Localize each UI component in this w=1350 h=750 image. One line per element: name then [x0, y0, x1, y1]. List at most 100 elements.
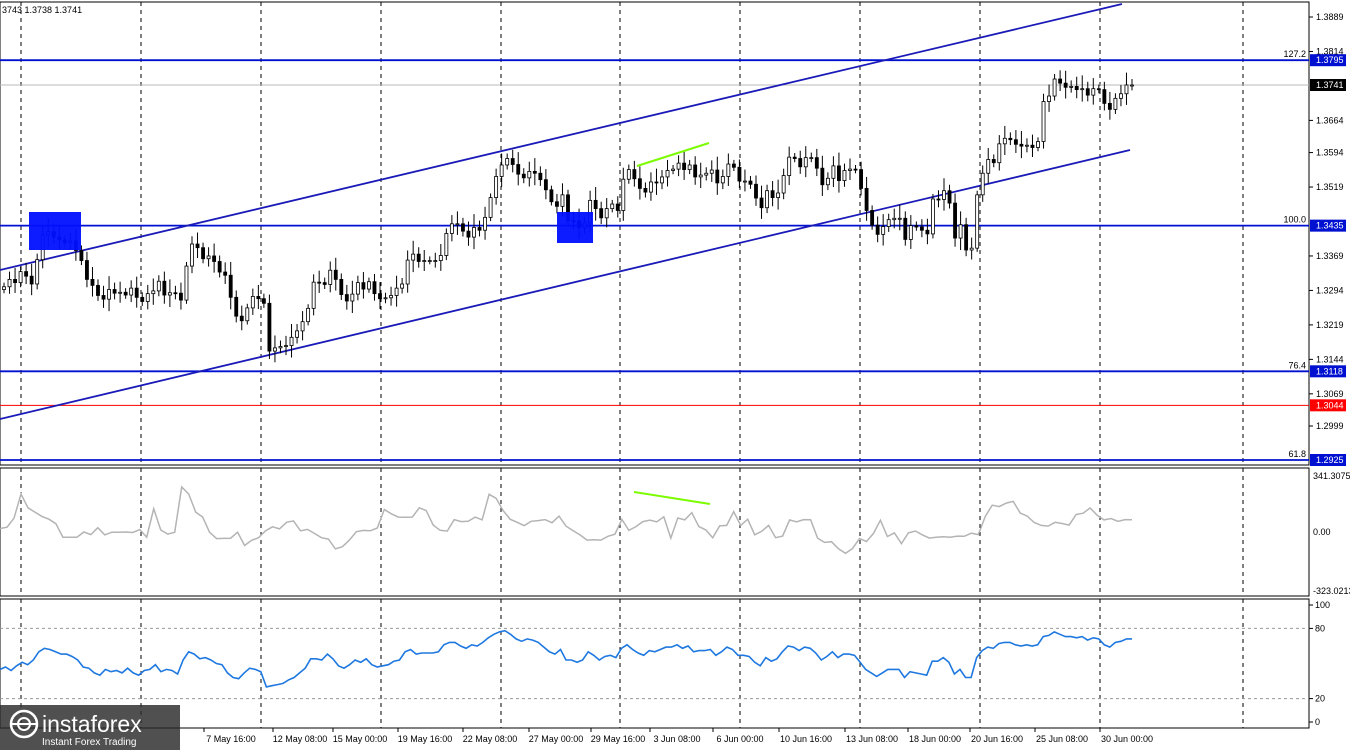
price-tick-label: 1.3889	[1316, 12, 1344, 22]
candle-body	[140, 296, 145, 302]
candle-body	[167, 292, 172, 296]
fib-ratio-label: 127.2	[1283, 49, 1306, 59]
candle-body	[726, 163, 731, 177]
candle-body	[1096, 88, 1101, 91]
candle-body	[615, 203, 620, 211]
candle-body	[936, 198, 941, 201]
candle-body	[234, 296, 239, 317]
candle-body	[1025, 144, 1029, 147]
candle-body	[676, 162, 681, 170]
level-price-tag	[1310, 454, 1346, 467]
candle-body	[671, 168, 675, 171]
candle-body	[853, 168, 858, 171]
candle-body	[350, 293, 355, 302]
candle-body	[488, 197, 493, 218]
price-tick-label: 1.3519	[1316, 182, 1344, 192]
candle-body	[505, 158, 510, 166]
candle-body	[162, 280, 167, 296]
candle-body	[715, 169, 720, 184]
logo-mark-icon	[9, 709, 39, 739]
candle-body	[825, 177, 830, 186]
candle-body	[422, 260, 427, 262]
candle-body	[964, 224, 969, 251]
candle-body	[709, 169, 714, 174]
price-tick-label: 1.3144	[1316, 354, 1344, 364]
price-tick-label: 1.3219	[1316, 320, 1344, 330]
candle-body	[687, 164, 692, 170]
level-price-tag	[1310, 219, 1346, 232]
divergence-line-oscillator	[633, 491, 711, 505]
red-level-tag-text: 1.3044	[1316, 400, 1344, 410]
candle-body	[643, 188, 648, 193]
time-tick-label: 19 May 16:00	[398, 734, 453, 744]
candle-body	[212, 255, 217, 262]
candle-body	[665, 170, 670, 178]
candle-body	[1063, 82, 1068, 88]
candle-body	[875, 224, 880, 235]
candle-body	[394, 287, 399, 296]
candle-body	[85, 260, 89, 280]
candle-body	[317, 281, 322, 284]
candle-body	[411, 253, 416, 261]
candle-body	[831, 165, 836, 179]
time-axis: 7 May 16:00 12 May 08:00 15 May 00:00 19 Ma…	[203, 728, 1153, 744]
price-tick-label: 1.2999	[1316, 421, 1344, 431]
candle-body	[958, 224, 963, 239]
candle-body	[720, 176, 725, 184]
candle-body	[809, 157, 814, 160]
candle-body	[195, 243, 200, 249]
candle-body	[372, 281, 377, 295]
candle-body	[355, 282, 360, 295]
divergence-line-price	[636, 142, 710, 167]
candle-body	[156, 280, 161, 292]
candle-body	[660, 176, 664, 184]
candle-body	[897, 217, 902, 220]
candle-body	[250, 296, 255, 309]
candle-body	[18, 271, 23, 284]
oscillator-tick-label: 0.00	[1313, 527, 1331, 537]
candle-body	[914, 225, 919, 228]
candle-body	[405, 259, 410, 285]
candle-body	[96, 284, 100, 296]
price-tick-label: 1.3369	[1316, 251, 1344, 261]
candle-body	[184, 265, 189, 301]
candle-body	[538, 172, 543, 181]
candle-body	[90, 279, 95, 286]
candle-body	[145, 293, 150, 302]
time-tick-label: 6 Jun 00:00	[716, 734, 763, 744]
candle-body	[953, 202, 957, 239]
candle-body	[438, 255, 443, 261]
candle-body	[870, 210, 875, 226]
candle-body	[461, 223, 465, 232]
candle-body	[549, 189, 554, 203]
candle-body	[555, 201, 559, 207]
candle-body	[908, 225, 913, 240]
rsi-tick-label: 80	[1315, 623, 1325, 633]
candle-body	[1052, 78, 1057, 97]
horizontal-levels	[0, 59, 1309, 461]
price-channel	[0, 3, 1131, 420]
oscillator-frame	[0, 467, 1310, 597]
candle-body	[123, 291, 128, 296]
candle-body	[1030, 144, 1035, 148]
oscillator-line	[0, 485, 1133, 555]
time-tick-label: 3 Jun 08:00	[653, 734, 700, 744]
price-tick-label: 1.3664	[1316, 115, 1344, 125]
candle-body	[494, 176, 499, 199]
candle-body	[1041, 101, 1046, 142]
candle-body	[770, 190, 775, 199]
candle-body	[532, 171, 537, 174]
oscillator-tick-label: 341.3075	[1313, 471, 1350, 481]
candle-body	[449, 223, 454, 234]
candle-body	[477, 227, 482, 231]
price-tick-label: 1.3069	[1316, 389, 1344, 399]
candle-body	[931, 198, 935, 235]
candle-body	[1013, 139, 1018, 145]
rsi-tick-label: 0	[1315, 717, 1320, 727]
candle-body	[289, 336, 294, 346]
candle-body	[267, 302, 272, 352]
candle-body	[134, 287, 139, 298]
time-tick-label: 22 May 08:00	[463, 734, 518, 744]
candle-body	[759, 197, 764, 209]
